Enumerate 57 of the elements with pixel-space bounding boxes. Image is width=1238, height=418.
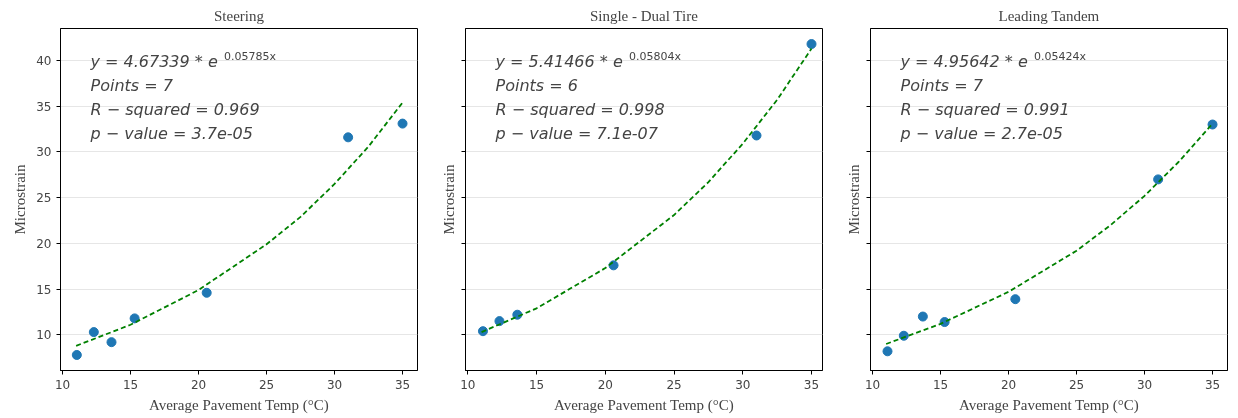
point: [129, 313, 140, 324]
x-axis-title: Average Pavement Temp (°C): [958, 396, 1139, 414]
y-axis-title: Microstrain: [12, 164, 29, 235]
x-tick-label: 20: [190, 377, 207, 392]
x-tick-label: 25: [1068, 377, 1085, 392]
point: [343, 132, 354, 143]
y-tick-label: 25: [36, 191, 52, 206]
point: [1010, 294, 1021, 305]
x-tick-label: 30: [1136, 377, 1153, 392]
y-tick-label: 10: [36, 328, 52, 343]
x-tick-label: 20: [1000, 377, 1017, 392]
annotation: Points = 6: [495, 75, 578, 95]
x-tick-label: 10: [460, 377, 476, 392]
x-tick-label: 35: [803, 377, 820, 392]
x-tick-label: 15: [122, 377, 139, 392]
y-tick-label: 20: [36, 236, 52, 251]
point: [71, 349, 82, 360]
annotation: p − value = 3.7e-05: [89, 123, 253, 143]
x-tick-label: 15: [932, 377, 949, 392]
x-axis-title: Average Pavement Temp (°C): [148, 396, 329, 414]
x-tick-label: 25: [258, 377, 275, 392]
point: [106, 337, 117, 348]
line-series: [75, 101, 404, 347]
y-tick-label: 40: [36, 54, 52, 69]
chart-title: Single - Dual Tire: [589, 7, 699, 24]
y-tick-label: 35: [36, 99, 52, 114]
point: [751, 130, 762, 141]
annotation: R − squared = 0.969: [90, 99, 260, 119]
x-tick-label: 10: [864, 377, 881, 392]
point: [806, 39, 817, 50]
annotation: R − squared = 0.991: [900, 99, 1070, 119]
y-tick-label: 15: [36, 282, 52, 297]
y-axis-title: Microstrain: [440, 164, 457, 235]
point: [88, 327, 99, 338]
chart-title: Steering: [214, 7, 265, 24]
x-tick-label: 25: [666, 377, 682, 392]
annotation: p − value = 2.7e-05: [899, 123, 1063, 143]
annotation: Points = 7: [900, 75, 984, 95]
annotation: p − value = 7.1e-07: [494, 123, 659, 143]
x-tick-label: 10: [54, 377, 71, 392]
point: [201, 287, 212, 298]
x-axis-title: Average Pavement Temp (°C): [553, 396, 734, 414]
x-tick-label: 30: [735, 377, 751, 392]
point: [917, 311, 928, 322]
annotation: R − squared = 0.998: [495, 99, 665, 119]
x-tick-label: 20: [597, 377, 613, 392]
x-tick-label: 35: [394, 377, 411, 392]
point: [1207, 119, 1218, 130]
annotation: Points = 7: [90, 75, 174, 95]
point: [397, 118, 408, 129]
chart-title: Leading Tandem: [998, 7, 1100, 24]
x-tick-label: 15: [528, 377, 545, 392]
x-tick-label: 30: [326, 377, 343, 392]
point: [882, 346, 893, 357]
y-tick-label: 30: [36, 145, 52, 160]
x-tick-label: 35: [1204, 377, 1221, 392]
y-axis-title: Microstrain: [845, 164, 862, 235]
